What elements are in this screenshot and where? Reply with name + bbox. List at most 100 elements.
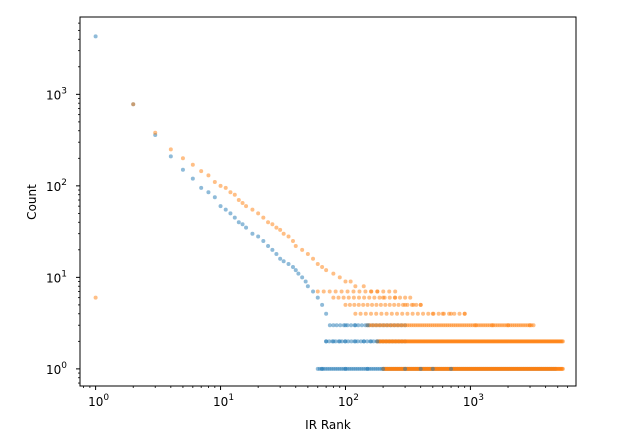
data-point: [343, 279, 348, 284]
data-point: [223, 207, 228, 212]
data-point: [353, 284, 358, 289]
data-point: [270, 222, 275, 227]
data-point: [266, 244, 271, 249]
data-point: [131, 102, 136, 107]
x-tick-label: 100: [88, 393, 109, 409]
data-point: [356, 302, 361, 307]
data-point: [408, 295, 413, 300]
data-point: [414, 302, 419, 307]
x-axis-label: IR Rank: [305, 418, 351, 432]
data-point: [365, 339, 370, 344]
data-point: [315, 289, 320, 294]
data-point: [218, 183, 223, 188]
data-point: [353, 311, 358, 316]
data-point: [261, 215, 266, 220]
data-point: [180, 167, 185, 172]
data-point: [261, 238, 266, 243]
data-point: [199, 185, 204, 190]
data-point: [440, 311, 445, 316]
data-point: [384, 311, 389, 316]
plot-frame: [79, 16, 577, 387]
data-point: [274, 225, 279, 230]
data-point: [303, 279, 308, 284]
data-point: [218, 204, 223, 209]
data-point: [338, 323, 343, 328]
data-point: [346, 295, 351, 300]
data-point: [374, 311, 379, 316]
data-point: [320, 366, 325, 371]
data-point: [232, 215, 237, 220]
data-point: [168, 147, 173, 152]
data-point: [212, 195, 217, 200]
data-point: [333, 289, 338, 294]
data-point: [228, 190, 233, 195]
data-point: [290, 264, 295, 269]
data-point: [396, 302, 401, 307]
data-point: [336, 295, 341, 300]
data-point: [367, 295, 372, 300]
data-point: [430, 366, 435, 371]
data-point: [490, 323, 495, 328]
data-point: [400, 311, 405, 316]
data-point: [347, 302, 352, 307]
data-point: [462, 311, 467, 316]
data-point: [457, 311, 462, 316]
data-point: [327, 339, 332, 344]
data-point: [430, 311, 435, 316]
data-point: [379, 311, 384, 316]
data-point: [190, 176, 195, 181]
data-point: [305, 284, 310, 289]
data-point: [236, 198, 241, 203]
y-tick-label: 102: [46, 178, 67, 194]
data-point: [381, 295, 386, 300]
data-point: [357, 295, 361, 300]
data-point: [361, 339, 366, 344]
data-point: [311, 289, 316, 294]
data-point: [300, 275, 305, 280]
data-point: [320, 302, 325, 307]
data-point: [286, 234, 291, 239]
data-point: [381, 366, 386, 371]
data-point: [266, 220, 271, 225]
data-point: [387, 289, 392, 294]
data-point: [320, 264, 325, 269]
data-point: [346, 339, 351, 344]
data-point: [250, 207, 255, 212]
data-point: [405, 311, 410, 316]
data-point: [411, 302, 416, 307]
data-point: [473, 323, 478, 328]
data-point: [351, 295, 356, 300]
data-point: [296, 271, 301, 276]
data-point: [368, 289, 373, 294]
data-point: [389, 311, 394, 316]
x-tick-label: 101: [213, 393, 234, 409]
scatter-points: [93, 34, 565, 371]
data-point: [528, 323, 533, 328]
data-point: [393, 295, 398, 300]
data-point: [363, 311, 368, 316]
data-point: [168, 154, 173, 159]
data-point: [244, 225, 249, 230]
data-point: [403, 295, 408, 300]
data-point: [223, 185, 228, 190]
data-point: [345, 289, 350, 294]
data-point: [244, 204, 249, 209]
data-point: [341, 295, 346, 300]
y-tick-label: 100: [46, 361, 67, 377]
data-point: [560, 366, 565, 371]
data-point: [293, 268, 298, 273]
y-tick-label: 101: [46, 269, 67, 285]
data-point: [315, 295, 320, 300]
data-point: [232, 192, 237, 197]
data-point: [324, 339, 329, 344]
data-point: [337, 339, 342, 344]
data-point: [327, 323, 332, 328]
data-point: [452, 311, 457, 316]
data-point: [361, 284, 366, 289]
data-point: [256, 234, 261, 239]
data-point: [372, 295, 377, 300]
data-point: [357, 289, 362, 294]
data-point: [180, 156, 185, 161]
data-point: [93, 34, 98, 39]
